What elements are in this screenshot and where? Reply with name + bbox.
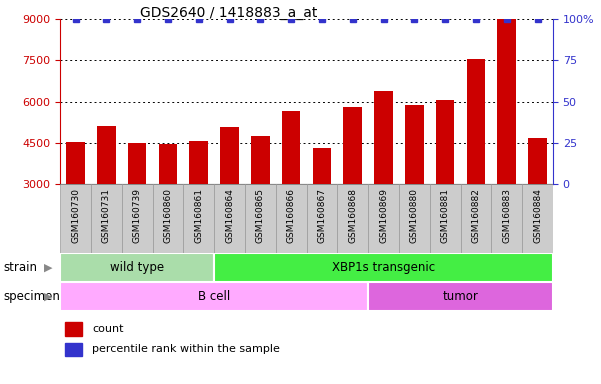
Bar: [313, 148, 331, 184]
FancyBboxPatch shape: [60, 184, 91, 253]
Text: tumor: tumor: [442, 290, 478, 303]
Text: specimen: specimen: [3, 290, 60, 303]
Text: GSM160864: GSM160864: [225, 188, 234, 243]
Text: GSM160867: GSM160867: [317, 188, 326, 243]
Bar: [436, 100, 454, 184]
FancyBboxPatch shape: [91, 184, 121, 253]
Text: GSM160880: GSM160880: [410, 188, 419, 243]
Text: GSM160869: GSM160869: [379, 188, 388, 243]
Text: GSM160882: GSM160882: [471, 188, 480, 243]
Bar: [368, 282, 553, 311]
Text: wild type: wild type: [110, 262, 164, 274]
Bar: [66, 142, 85, 184]
Bar: [498, 19, 516, 184]
Bar: [65, 322, 82, 336]
FancyBboxPatch shape: [121, 184, 153, 253]
Text: GSM160866: GSM160866: [287, 188, 296, 243]
Bar: [97, 126, 115, 184]
Text: GSM160731: GSM160731: [102, 188, 111, 243]
FancyBboxPatch shape: [214, 184, 245, 253]
Bar: [528, 137, 547, 184]
Bar: [344, 107, 362, 184]
Bar: [405, 105, 424, 184]
Text: ▶: ▶: [44, 263, 52, 273]
Text: GSM160730: GSM160730: [71, 188, 80, 243]
Text: B cell: B cell: [198, 290, 230, 303]
Text: GSM160861: GSM160861: [194, 188, 203, 243]
FancyBboxPatch shape: [245, 184, 276, 253]
Text: percentile rank within the sample: percentile rank within the sample: [92, 344, 280, 354]
Bar: [214, 253, 553, 282]
FancyBboxPatch shape: [460, 184, 492, 253]
Bar: [159, 144, 177, 184]
FancyBboxPatch shape: [492, 184, 522, 253]
Text: GSM160868: GSM160868: [348, 188, 357, 243]
Text: XBP1s transgenic: XBP1s transgenic: [332, 262, 435, 274]
Text: GDS2640 / 1418883_a_at: GDS2640 / 1418883_a_at: [139, 6, 317, 20]
FancyBboxPatch shape: [368, 184, 399, 253]
Bar: [60, 253, 214, 282]
Text: GSM160881: GSM160881: [441, 188, 450, 243]
Bar: [282, 111, 300, 184]
Text: GSM160739: GSM160739: [133, 188, 142, 243]
Text: ▶: ▶: [44, 291, 52, 302]
Bar: [221, 127, 239, 184]
FancyBboxPatch shape: [153, 184, 183, 253]
FancyBboxPatch shape: [399, 184, 430, 253]
Text: GSM160865: GSM160865: [256, 188, 265, 243]
FancyBboxPatch shape: [183, 184, 214, 253]
Bar: [128, 143, 147, 184]
Bar: [60, 282, 368, 311]
Text: GSM160884: GSM160884: [533, 188, 542, 243]
Bar: [65, 343, 82, 356]
Text: strain: strain: [3, 262, 37, 274]
Bar: [251, 136, 270, 184]
FancyBboxPatch shape: [307, 184, 337, 253]
Text: GSM160883: GSM160883: [502, 188, 511, 243]
FancyBboxPatch shape: [430, 184, 460, 253]
Bar: [374, 91, 393, 184]
Bar: [189, 141, 208, 184]
Bar: [467, 59, 485, 184]
Text: count: count: [92, 324, 124, 334]
FancyBboxPatch shape: [522, 184, 553, 253]
FancyBboxPatch shape: [337, 184, 368, 253]
FancyBboxPatch shape: [276, 184, 307, 253]
Text: GSM160860: GSM160860: [163, 188, 172, 243]
